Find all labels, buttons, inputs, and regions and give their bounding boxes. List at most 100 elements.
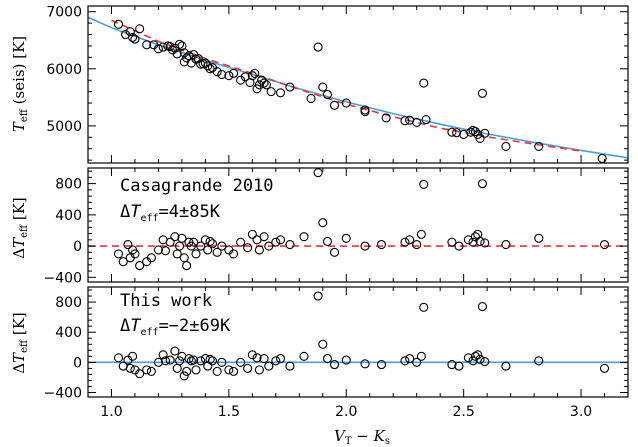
data-point [170, 232, 180, 242]
data-point [285, 239, 295, 250]
data-point [128, 32, 138, 42]
annotation-title-bottom: This work [120, 291, 212, 311]
y-tick-label: 800 [55, 177, 82, 193]
data-point [322, 236, 333, 246]
data-point [160, 246, 171, 256]
data-point [252, 353, 262, 363]
data-point [177, 233, 187, 243]
data-point [313, 291, 323, 301]
data-point [254, 80, 264, 90]
data-point [165, 237, 175, 247]
data-point [189, 355, 199, 365]
data-point [599, 363, 610, 373]
data-point [205, 236, 215, 246]
data-point [165, 355, 175, 365]
data-point [212, 67, 222, 77]
data-point [381, 113, 391, 123]
data-point [205, 354, 215, 364]
data-point [463, 353, 473, 363]
panel-middle: −400 0 400 800 [44, 167, 629, 286]
data-point [243, 243, 253, 253]
data-point [360, 105, 370, 115]
data-point [454, 361, 464, 371]
data-point [313, 168, 323, 178]
data-point [475, 236, 485, 246]
data-point [416, 351, 426, 361]
data-point [172, 363, 182, 373]
data-point [113, 353, 124, 363]
data-point [179, 253, 189, 263]
data-point [480, 128, 490, 138]
data-point [447, 237, 457, 247]
data-point [158, 350, 168, 360]
data-point [172, 49, 182, 59]
data-point [175, 39, 185, 49]
data-point [196, 356, 206, 366]
data-point [240, 72, 250, 82]
data-point [275, 88, 286, 98]
data-point [475, 133, 485, 144]
data-point [182, 366, 192, 376]
y-axis-label-bottom: ΔTeff [K] [10, 312, 30, 374]
data-point [447, 360, 457, 370]
y-tick-label: 6000 [46, 62, 82, 78]
data-point [224, 365, 234, 375]
data-point [217, 357, 227, 367]
data-point [412, 117, 422, 128]
panel-top: 5000 6000 7000 [46, 5, 629, 164]
data-point [125, 27, 135, 37]
data-point [236, 237, 246, 247]
data-point [212, 247, 222, 257]
data-point [470, 127, 480, 137]
data-point [412, 239, 422, 250]
panel-bottom: −400 0 400 800 [44, 286, 629, 401]
data-point [419, 179, 429, 189]
data-point [247, 350, 257, 360]
x-tick-label: 1.0 [100, 404, 122, 420]
data-point [135, 369, 145, 379]
data-point [454, 241, 464, 251]
data-point [189, 237, 199, 247]
data-point [191, 365, 201, 375]
data-point [179, 371, 189, 381]
data-point [480, 357, 490, 367]
y-tick-label: 0 [73, 355, 82, 371]
data-point [135, 24, 145, 34]
data-point [473, 350, 483, 360]
data-point [534, 141, 544, 151]
data-point [275, 235, 286, 245]
data-point [264, 361, 274, 371]
y-axis-label-middle: ΔTeff [K] [10, 197, 30, 259]
data-point [477, 302, 487, 312]
data-point [191, 249, 201, 259]
data-point [200, 235, 210, 245]
data-point [299, 232, 309, 242]
data-point [142, 365, 152, 375]
data-point [275, 354, 286, 364]
data-point [419, 302, 429, 312]
data-point [501, 141, 511, 151]
y-tick-label: −400 [44, 270, 82, 286]
data-point [470, 232, 480, 242]
data-point [250, 68, 260, 78]
data-point [322, 354, 333, 364]
fit-line-top [88, 16, 628, 159]
y-axis-label-top: Teff (seis) [K] [10, 36, 30, 132]
data-point [264, 241, 274, 251]
data-point [203, 245, 213, 255]
data-point [257, 75, 267, 85]
data-point [207, 356, 217, 366]
y-tick-label: 0 [73, 239, 82, 255]
y-tick-label: −400 [44, 385, 82, 401]
data-point [196, 241, 206, 251]
data-point [182, 53, 192, 63]
data-point [468, 237, 478, 247]
data-point [360, 359, 370, 369]
data-point [259, 354, 269, 364]
data-point [534, 356, 544, 366]
data-point [299, 351, 309, 361]
data-point [329, 360, 340, 370]
data-point [146, 253, 156, 263]
data-point [400, 356, 410, 366]
data-point [271, 356, 281, 366]
